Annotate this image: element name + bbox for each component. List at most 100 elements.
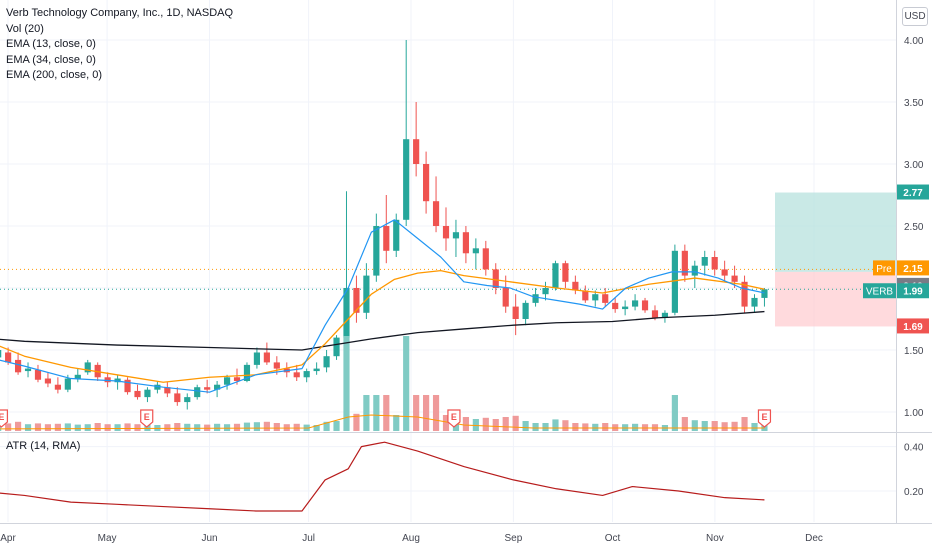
volume-bar <box>413 395 420 431</box>
volume-bar <box>532 423 539 431</box>
volume-bar <box>273 423 280 431</box>
candle <box>512 306 519 319</box>
candle <box>612 302 619 310</box>
candle <box>552 263 559 288</box>
candle <box>0 350 2 358</box>
legend-ema13[interactable]: EMA (13, close, 0) <box>6 38 96 50</box>
candle <box>452 232 460 239</box>
candle <box>432 201 440 226</box>
volume-bar <box>572 423 579 431</box>
ticker-tag: VERB <box>866 287 894 298</box>
volume-bar <box>24 424 32 431</box>
volume-bar <box>293 423 300 431</box>
volume-bar <box>174 423 181 431</box>
candle <box>353 288 360 313</box>
earnings-badge <box>140 409 154 428</box>
candle <box>134 390 141 398</box>
volume-bar <box>512 415 519 431</box>
candle <box>622 306 629 310</box>
candle <box>671 250 678 313</box>
stop-zone <box>775 271 896 327</box>
volume-bar <box>701 421 708 431</box>
chart-title: Verb Technology Company, Inc., 1D, NASDA… <box>6 7 234 19</box>
candle <box>641 300 649 311</box>
candle <box>343 288 350 338</box>
legend-vol[interactable]: Vol (20) <box>6 22 44 35</box>
candle <box>562 263 569 282</box>
volume-bar <box>393 415 400 431</box>
x-tick-label: Sep <box>505 533 523 544</box>
candle <box>144 389 151 398</box>
earnings-marker: E <box>0 409 8 428</box>
volume-bar <box>233 423 241 431</box>
y-tick-label: 4.00 <box>904 36 924 47</box>
earnings-badge <box>0 409 8 428</box>
candle <box>263 352 270 363</box>
x-tick-label: May <box>98 533 117 544</box>
volume-bar <box>164 424 171 431</box>
volume-bar <box>194 424 201 431</box>
candle <box>681 250 688 276</box>
candle <box>84 362 91 373</box>
candle <box>403 139 410 220</box>
candle <box>253 352 261 365</box>
volume-bar <box>333 421 340 431</box>
candle <box>194 387 201 398</box>
volume-bar <box>243 422 251 431</box>
candle <box>223 377 231 385</box>
volume-bar <box>44 424 52 431</box>
volume-bar <box>124 423 131 431</box>
candle <box>373 226 380 276</box>
volume-bar <box>383 395 390 431</box>
volume-bar <box>711 421 718 431</box>
candle <box>34 369 42 380</box>
volume-bar <box>144 424 151 431</box>
candle <box>114 378 121 383</box>
volume-bar <box>442 415 450 431</box>
volume-bar <box>721 422 728 431</box>
volume-bar <box>373 395 380 431</box>
candle <box>751 297 758 307</box>
x-tick-label: Dec <box>805 533 823 544</box>
volume-bar <box>751 423 758 431</box>
legend-ema34[interactable]: EMA (34, close, 0) <box>6 53 96 66</box>
volume-bar <box>582 423 589 431</box>
y-tick-label: 2.50 <box>904 222 924 233</box>
volume-bar <box>403 336 410 431</box>
earnings-letter: E <box>0 412 4 422</box>
legend-ema200[interactable]: EMA (200, close, 0) <box>6 69 102 81</box>
candle <box>492 269 499 288</box>
candle <box>691 265 698 276</box>
earnings-letter: E <box>451 412 457 422</box>
price-tag-target: 2.77 <box>903 188 923 199</box>
candle <box>204 387 211 390</box>
currency-button[interactable]: USD <box>902 7 928 26</box>
volume-bar <box>313 425 320 431</box>
atr-legend[interactable]: ATR (14, RMA) <box>6 440 81 452</box>
candle <box>243 364 251 381</box>
earnings-badge <box>757 409 772 428</box>
candle <box>273 362 280 369</box>
volume-bar <box>552 419 559 431</box>
candle <box>761 289 768 298</box>
candle <box>323 356 330 368</box>
price-tag-last-bg <box>897 283 929 299</box>
volume-bar <box>522 421 529 431</box>
x-tick-label: Aug <box>402 533 420 544</box>
candle <box>741 281 748 307</box>
volume-bar <box>482 417 489 431</box>
grid <box>0 0 896 522</box>
candle <box>14 359 22 373</box>
volume-bar <box>741 417 748 431</box>
candle <box>293 372 300 378</box>
volume-bar <box>353 413 360 431</box>
x-tick-label: Nov <box>706 533 724 544</box>
candle <box>413 139 420 164</box>
price-tag-stop-bg <box>897 318 929 334</box>
volume-bar <box>34 423 42 431</box>
candle <box>104 377 111 383</box>
y-tick-label: 1.00 <box>904 408 924 419</box>
volume-bar <box>74 424 81 431</box>
